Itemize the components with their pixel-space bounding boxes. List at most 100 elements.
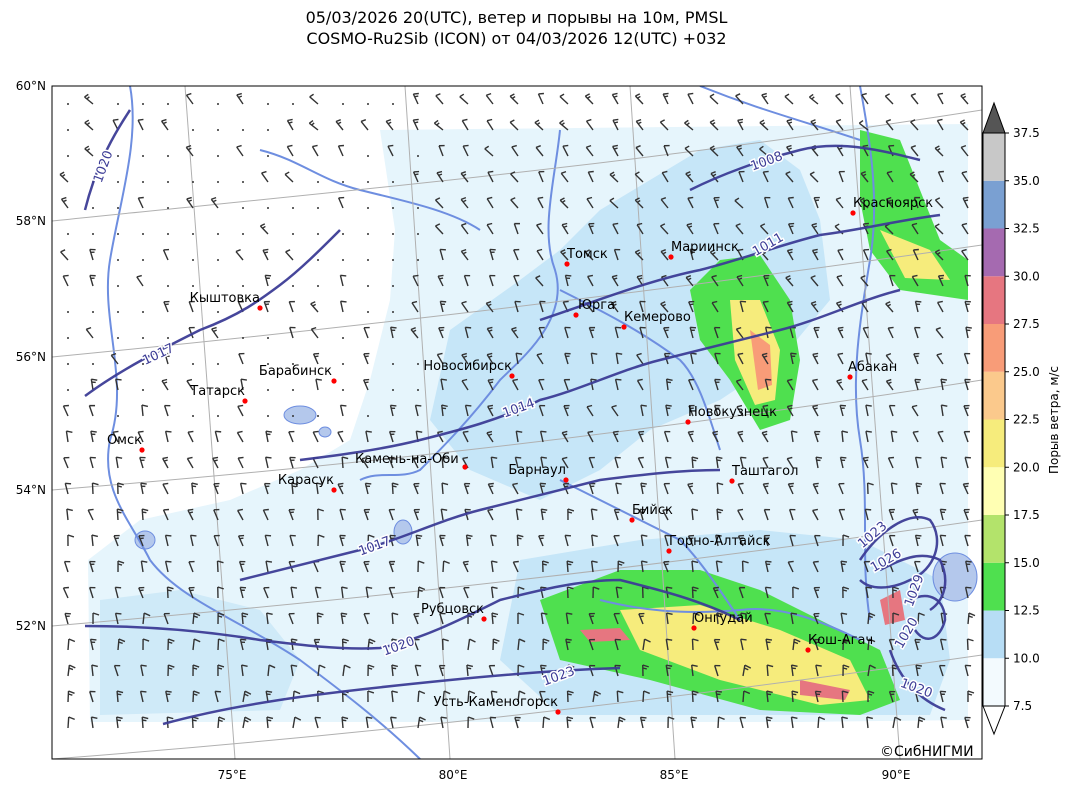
isobar-1011	[539, 213, 941, 322]
city-dot	[850, 210, 856, 216]
wind-barb	[660, 197, 669, 209]
wind-barb	[67, 233, 69, 235]
wind-barb	[888, 274, 896, 287]
wind-barb	[242, 129, 244, 131]
longitude-label: 80°E	[439, 768, 468, 782]
wind-barb	[88, 404, 96, 417]
wind-barb	[459, 93, 469, 105]
wind-barb	[90, 716, 98, 729]
wind-barb	[315, 378, 322, 391]
wind-barb	[464, 404, 472, 417]
wind-barb	[666, 690, 674, 703]
wind-barb	[617, 560, 625, 573]
wind-barb	[888, 638, 896, 651]
wind-barb	[712, 430, 719, 443]
wind-barb	[288, 508, 295, 521]
wind-barb	[413, 508, 420, 521]
wind-barb	[288, 612, 295, 625]
wind-barb	[640, 482, 647, 495]
wind-barb	[463, 274, 471, 287]
wind-barb	[588, 222, 595, 235]
wind-barb	[541, 560, 549, 573]
wind-barb	[609, 171, 619, 183]
wind-barb	[486, 430, 494, 443]
wind-barb	[937, 92, 944, 105]
wind-barb	[515, 352, 523, 365]
wind-barb	[590, 378, 597, 391]
wind-barb	[237, 534, 245, 547]
wind-barb	[486, 326, 494, 339]
wind-barbs-layer	[59, 92, 976, 729]
wind-barb	[238, 560, 246, 573]
wind-barb	[185, 144, 194, 157]
city-marker: Татарск	[189, 384, 248, 404]
wind-barb	[392, 207, 394, 209]
wind-barb	[85, 326, 94, 339]
wind-barb	[415, 534, 423, 547]
city-dot	[242, 398, 248, 404]
wind-barb	[242, 207, 244, 209]
colorbar-label: Порыв ветра, м/с	[1047, 366, 1061, 474]
wind-barb	[939, 534, 947, 547]
wind-barb	[684, 119, 694, 131]
wind-barb	[812, 404, 819, 417]
wind-barb	[263, 300, 270, 313]
wind-barb	[261, 170, 269, 183]
river-east	[699, 86, 861, 141]
wind-barb	[292, 233, 294, 235]
wind-barb	[659, 119, 669, 131]
wind-barb	[559, 93, 569, 105]
wind-barb	[667, 716, 675, 729]
wind-barb	[885, 352, 894, 365]
wind-barb	[912, 430, 919, 443]
wind-barb	[934, 249, 944, 261]
city-marker: Карасук	[278, 473, 337, 493]
wind-barb	[565, 638, 572, 651]
wind-barb	[117, 155, 119, 157]
wind-barb	[441, 456, 449, 469]
isobar-1017-mid	[239, 468, 721, 582]
wind-barb	[885, 378, 894, 391]
wind-barb	[309, 93, 319, 105]
wind-barb	[292, 285, 294, 287]
wind-barb	[342, 664, 351, 677]
wind-barb	[614, 456, 621, 469]
wind-barb	[884, 93, 894, 105]
colorbar-tick-label: 25.0	[1013, 365, 1040, 379]
wind-barb	[865, 430, 872, 443]
wind-barb	[67, 716, 75, 729]
colorbar-tick-label: 32.5	[1013, 222, 1040, 236]
wind-barb	[662, 508, 669, 521]
wind-barb	[616, 690, 624, 703]
wind-barb	[313, 638, 320, 651]
wind-barb	[539, 430, 547, 443]
wind-barb	[237, 456, 244, 469]
wind-barb	[436, 352, 444, 365]
wind-barb	[510, 171, 519, 183]
wind-barb	[761, 430, 769, 443]
lake-chany	[283, 405, 317, 425]
wind-barb	[664, 534, 671, 547]
wind-barb	[540, 508, 548, 521]
wind-barb	[363, 352, 370, 365]
wind-barb	[434, 197, 444, 209]
wind-barb	[937, 170, 944, 183]
wind-barb	[510, 197, 519, 209]
wind-barb	[762, 404, 769, 417]
wind-barb	[813, 196, 820, 209]
wind-barb	[365, 586, 373, 599]
wind-barb	[217, 285, 219, 287]
wind-barb	[640, 560, 648, 573]
wind-barb	[961, 248, 969, 261]
wind-barb	[709, 249, 719, 261]
wind-barb	[810, 275, 819, 287]
wind-barb	[709, 145, 719, 157]
colorbar-band	[983, 133, 1005, 181]
wind-barb	[390, 326, 397, 339]
wind-barb	[391, 664, 398, 677]
wind-barb	[735, 326, 744, 339]
wind-barb	[92, 233, 94, 235]
wind-barb	[737, 352, 744, 365]
wind-barb	[315, 482, 323, 495]
wind-barb	[763, 274, 770, 287]
